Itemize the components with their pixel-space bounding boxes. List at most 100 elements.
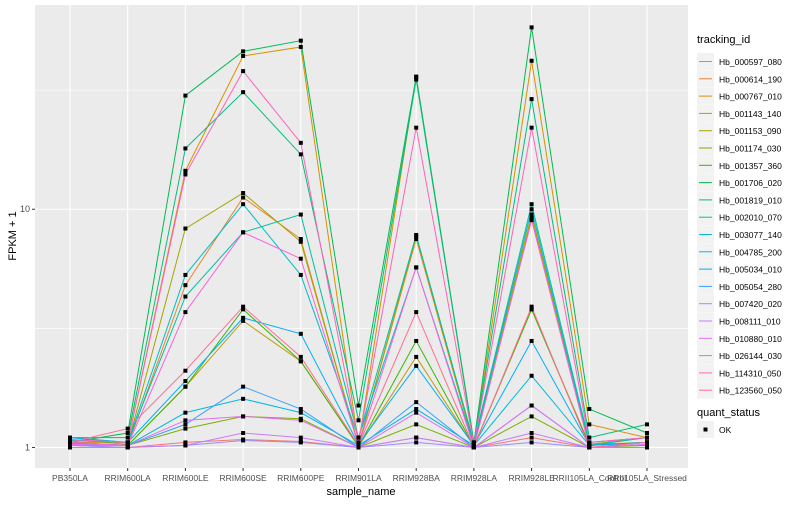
x-tick-label: RRIM600PE <box>277 473 325 483</box>
data-point <box>356 440 361 445</box>
y-tick-label: 1 <box>25 442 30 452</box>
x-tick-label: RRIM600SE <box>219 473 267 483</box>
data-point <box>241 318 246 323</box>
data-point <box>183 426 188 431</box>
data-point <box>241 230 246 235</box>
data-point <box>125 435 130 440</box>
data-point <box>414 125 419 130</box>
data-point <box>298 44 303 49</box>
data-point <box>414 422 419 427</box>
legend-label: Hb_001819_010 <box>719 195 782 205</box>
data-point <box>125 443 130 448</box>
x-axis-title: sample_name <box>326 486 395 498</box>
data-point <box>529 431 534 436</box>
data-point <box>529 58 534 63</box>
series-points <box>68 25 649 450</box>
data-point <box>298 418 303 423</box>
data-point <box>529 403 534 408</box>
data-point <box>298 272 303 277</box>
legend-label: Hb_007420_020 <box>719 299 782 309</box>
legend-label: Hb_008111_010 <box>719 317 781 327</box>
legend-label: Hb_005034_010 <box>719 265 782 275</box>
data-point <box>298 239 303 244</box>
data-point <box>529 25 534 30</box>
data-point <box>471 445 476 450</box>
data-point <box>414 440 419 445</box>
legend-label: Hb_026144_030 <box>719 351 782 361</box>
data-point <box>414 338 419 343</box>
data-point <box>529 307 534 312</box>
data-point <box>241 53 246 58</box>
data-point <box>241 414 246 419</box>
legend-label: Hb_010880_010 <box>719 334 782 344</box>
data-point <box>645 435 649 440</box>
data-point <box>183 440 188 445</box>
data-point <box>414 363 419 368</box>
data-point <box>529 215 534 220</box>
data-point <box>414 237 419 242</box>
legend-title: tracking_id <box>697 34 750 46</box>
data-point <box>241 438 246 443</box>
x-tick-label: RRIM901LA <box>335 473 382 483</box>
data-point <box>414 265 419 270</box>
data-point <box>414 407 419 412</box>
data-point <box>241 49 246 54</box>
data-point <box>68 440 72 445</box>
legend-label: Hb_004785_200 <box>719 247 782 257</box>
data-point <box>356 403 361 408</box>
x-tick-label: RRIM928LE <box>508 473 555 483</box>
data-point <box>529 304 534 309</box>
data-point <box>241 195 246 200</box>
data-point <box>529 373 534 378</box>
data-point <box>241 90 246 95</box>
plot-panel <box>35 5 688 468</box>
data-point <box>298 410 303 415</box>
legend-label: OK <box>719 425 732 435</box>
data-point <box>183 146 188 151</box>
data-point <box>587 440 592 445</box>
data-point <box>183 272 188 277</box>
data-point <box>298 140 303 145</box>
data-point <box>241 304 246 309</box>
data-point <box>414 232 419 237</box>
data-point <box>183 410 188 415</box>
legend-label: Hb_000767_010 <box>719 92 782 102</box>
data-point <box>125 426 130 431</box>
data-point <box>241 396 246 401</box>
legend-label: Hb_000597_080 <box>719 57 782 67</box>
data-point <box>183 418 188 423</box>
data-point <box>183 422 188 427</box>
data-point <box>125 431 130 436</box>
data-point <box>298 407 303 412</box>
x-axis: PB350LA RRIM600LA RRIM600LE RRIM600SE RRIM60… <box>52 468 687 483</box>
legend-label: Hb_001357_360 <box>719 161 782 171</box>
data-point <box>587 435 592 440</box>
data-point <box>529 97 534 102</box>
x-tick-label: RRIM928LA <box>451 473 498 483</box>
data-point <box>298 435 303 440</box>
data-point <box>298 359 303 364</box>
data-point <box>241 190 246 195</box>
data-point <box>298 38 303 43</box>
data-point <box>529 207 534 212</box>
data-point <box>356 443 361 448</box>
data-point <box>241 202 246 207</box>
data-point <box>183 368 188 373</box>
data-point <box>414 74 419 79</box>
y-axis: 1 10 <box>20 204 35 452</box>
legend-label: Hb_003077_140 <box>719 230 782 240</box>
data-point <box>68 437 72 442</box>
data-point <box>471 442 476 447</box>
legend-label: Hb_000614_190 <box>719 74 782 84</box>
legend-label: Hb_001153_090 <box>719 126 782 136</box>
x-tick-label: RRII105LA_Control <box>552 473 626 483</box>
data-point <box>414 400 419 405</box>
data-point <box>529 212 534 217</box>
data-point <box>183 294 188 299</box>
shape-legend-title: quant_status <box>697 407 760 419</box>
legend-label: Hb_001174_030 <box>719 144 782 154</box>
data-point <box>183 226 188 231</box>
data-point <box>183 384 188 389</box>
data-point <box>587 443 592 448</box>
